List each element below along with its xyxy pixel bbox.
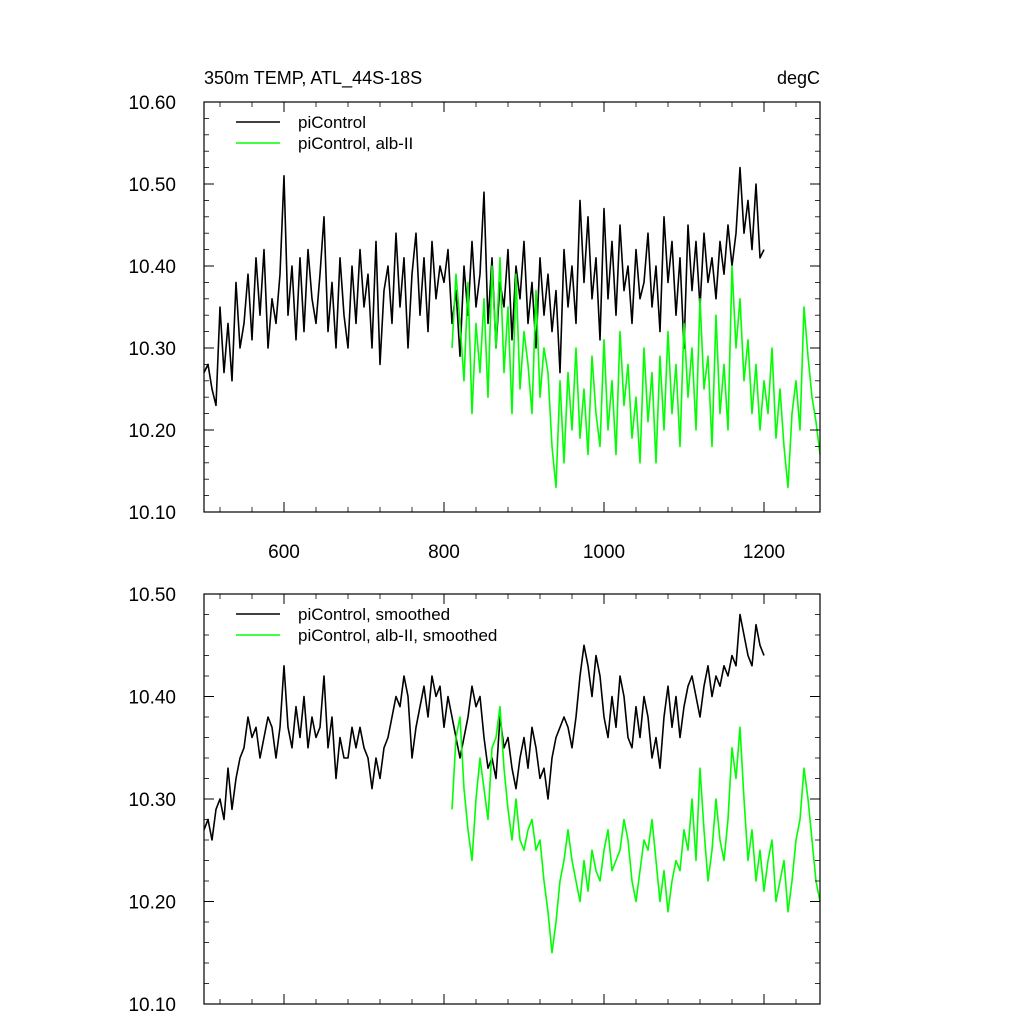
plot-frame: [203, 593, 821, 1005]
legend-entry: piControl, smoothed: [298, 605, 450, 624]
series-line-picontrol: [203, 166, 765, 407]
bottom-panel: 10.10 10.20 10.30 10.40 10.50 piControl, smo…: [128, 585, 821, 1016]
x-tick-label: 800: [428, 542, 460, 563]
y-tick-label: 10.40: [128, 257, 176, 278]
x-tick-label: 1200: [743, 542, 785, 563]
series-line-picontrol-alb-ii: [451, 256, 821, 489]
series-line-picontrol: [203, 613, 765, 841]
y-tick-label: 10.20: [128, 421, 176, 442]
y-tick-label: 10.40: [128, 688, 176, 709]
x-tick-label: 600: [268, 542, 300, 563]
series-layer: [203, 613, 821, 954]
x-tick-label: 1000: [583, 542, 625, 563]
series-line-picontrol-alb-ii: [451, 705, 821, 954]
top-panel: 350m TEMP, ATL_44S-18S degC 10.1010.2010…: [128, 68, 821, 563]
y-tick-label: 10.60: [128, 93, 176, 114]
y-tick-label: 10.10: [128, 503, 176, 524]
series-layer: [203, 166, 821, 489]
panel-units: degC: [777, 68, 820, 88]
legend-entry: piControl, alb-II: [298, 134, 413, 153]
legend: piControl piControl, alb-II: [236, 113, 413, 153]
panel-title: 350m TEMP, ATL_44S-18S: [204, 68, 422, 89]
legend: piControl, smoothed piControl, alb-II, sm…: [236, 605, 497, 645]
y-tick-label: 10.50: [128, 175, 176, 196]
legend-entry: piControl, alb-II, smoothed: [298, 626, 497, 645]
y-tick-label: 10.20: [128, 893, 176, 914]
y-tick-label: 10.30: [128, 339, 176, 360]
y-tick-label: 10.10: [128, 995, 176, 1016]
tick-layer: 10.10 10.20 10.30 10.40 10.50 10.60 600 800 1000…: [128, 93, 820, 563]
y-tick-label: 10.50: [128, 585, 176, 606]
tick-layer: 10.10 10.20 10.30 10.40 10.50: [128, 585, 820, 1016]
legend-entry: piControl: [298, 113, 366, 132]
plot-frame: [203, 101, 821, 513]
y-tick-label: 10.30: [128, 790, 176, 811]
